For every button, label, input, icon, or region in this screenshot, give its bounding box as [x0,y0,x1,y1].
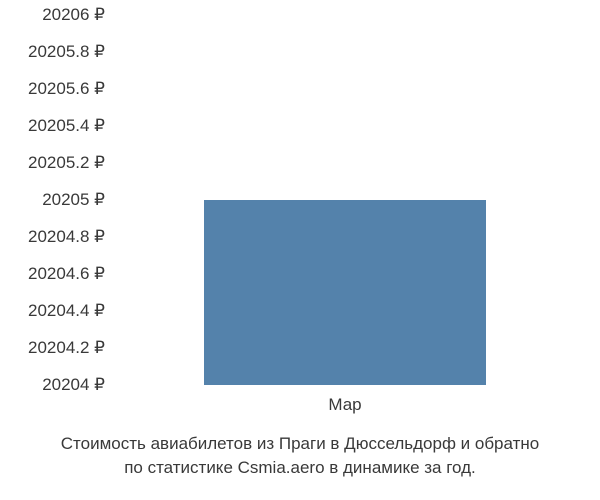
y-tick-label: 20204.6 ₽ [28,264,105,284]
y-tick-label: 20204.8 ₽ [28,227,105,247]
y-axis: 20206 ₽20205.8 ₽20205.6 ₽20205.4 ₽20205.… [0,15,105,385]
x-axis: Мар [110,390,580,420]
caption-line1: Стоимость авиабилетов из Праги в Дюссель… [61,434,539,453]
y-tick-label: 20205.2 ₽ [28,153,105,173]
y-tick-label: 20204 ₽ [42,375,105,395]
caption-line2: по статистике Csmia.aero в динамике за г… [124,458,476,477]
bar [204,200,486,385]
y-tick-label: 20205.6 ₽ [28,79,105,99]
y-tick-label: 20205.8 ₽ [28,42,105,62]
y-tick-label: 20206 ₽ [42,5,105,25]
plot-area [110,15,580,385]
chart-container: 20206 ₽ 20205.8 ₽ 20205.6 ₽ 20205.4 ₽ 20205.… [0,0,600,500]
chart-caption: Стоимость авиабилетов из Праги в Дюссель… [0,432,600,480]
y-tick-label: 20205 ₽ [42,190,105,210]
y-tick-label: 20205.4 ₽ [28,116,105,136]
y-tick-label: 20204.2 ₽ [28,338,105,358]
x-tick-label: Мар [328,395,361,415]
y-tick-label: 20204.4 ₽ [28,301,105,321]
